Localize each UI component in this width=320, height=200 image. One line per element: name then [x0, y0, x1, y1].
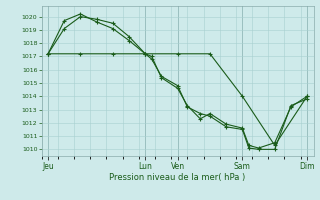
X-axis label: Pression niveau de la mer( hPa ): Pression niveau de la mer( hPa )	[109, 173, 246, 182]
